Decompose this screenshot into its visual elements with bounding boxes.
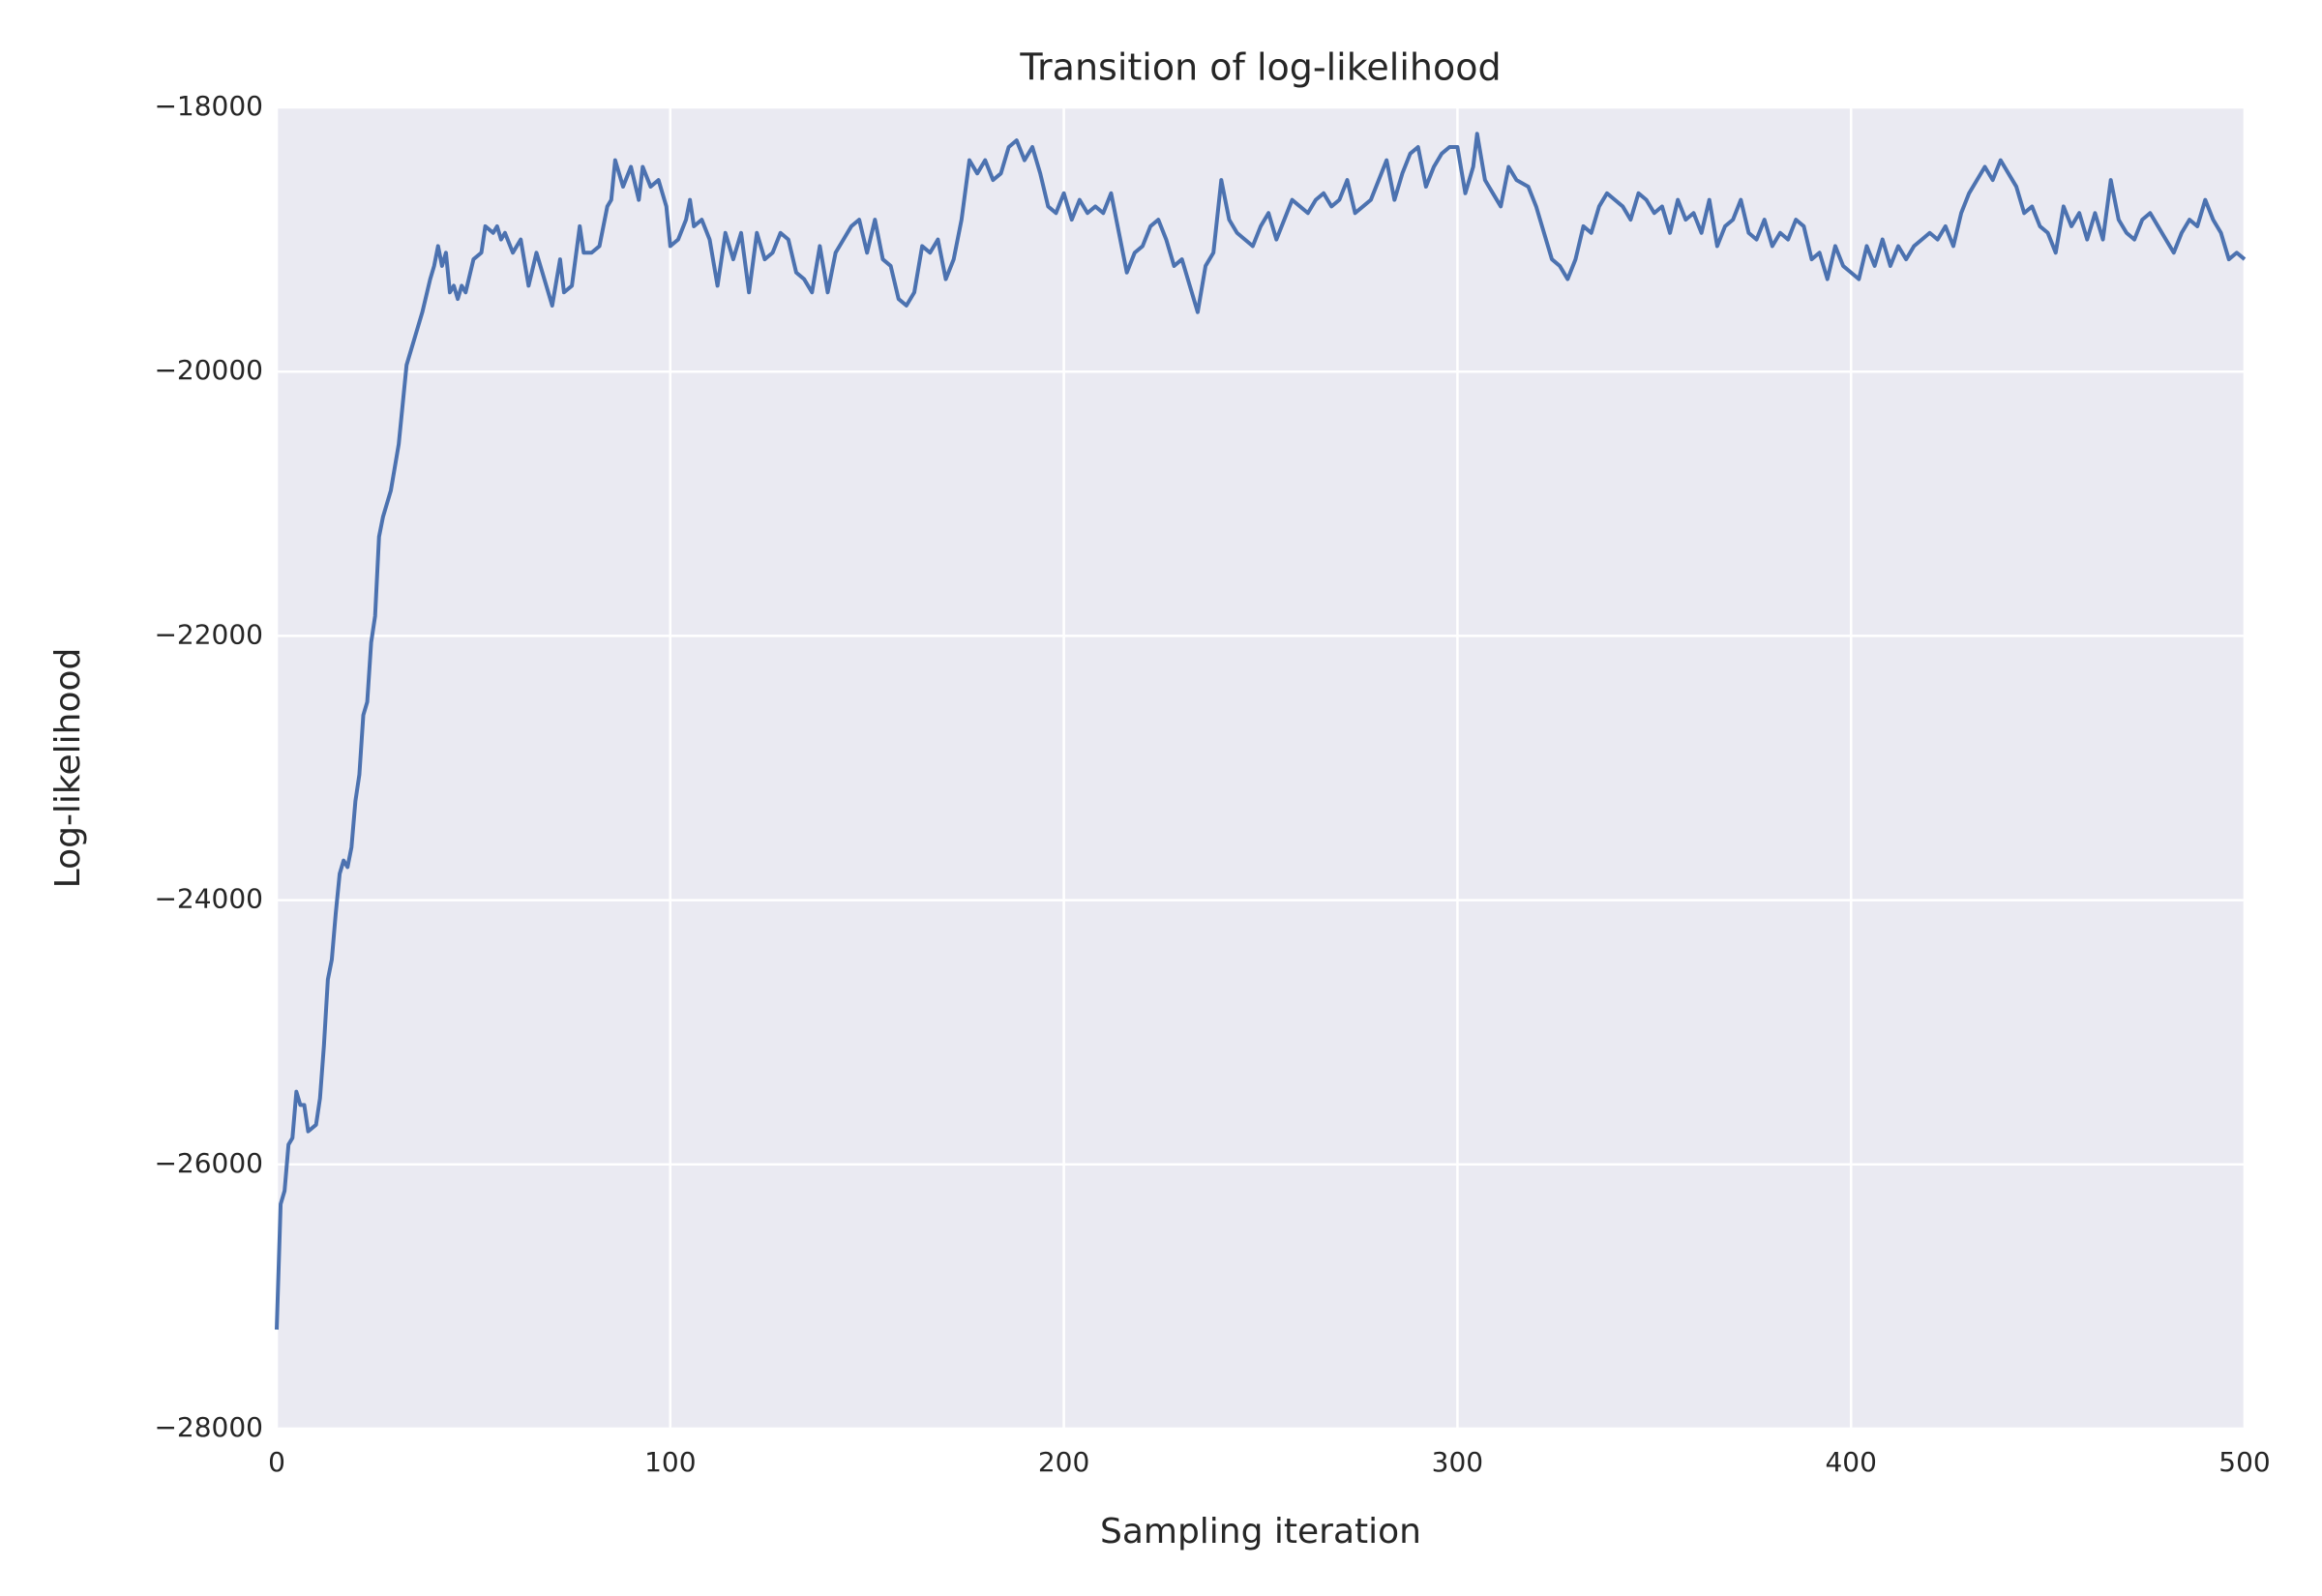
- chart-title: Transition of log-likelihood: [1019, 46, 1501, 89]
- plot-area: [277, 107, 2245, 1429]
- y-tick-label: −24000: [154, 883, 263, 915]
- x-tick-label: 500: [2218, 1446, 2270, 1478]
- x-tick-label: 400: [1825, 1446, 1876, 1478]
- x-tick-label: 300: [1432, 1446, 1483, 1478]
- x-tick-label: 0: [268, 1446, 285, 1478]
- data-line: [275, 132, 2247, 1330]
- y-tick-label: −18000: [154, 90, 263, 122]
- x-axis-label: Sampling iteration: [1100, 1512, 1421, 1552]
- y-tick-label: −26000: [154, 1147, 263, 1179]
- y-tick-label: −22000: [154, 618, 263, 650]
- y-axis-label: Log-likelihood: [48, 648, 88, 889]
- y-tick-label: −28000: [154, 1411, 263, 1443]
- x-tick-label: 200: [1038, 1446, 1089, 1478]
- x-tick-label: 100: [644, 1446, 696, 1478]
- y-tick-label: −20000: [154, 354, 263, 386]
